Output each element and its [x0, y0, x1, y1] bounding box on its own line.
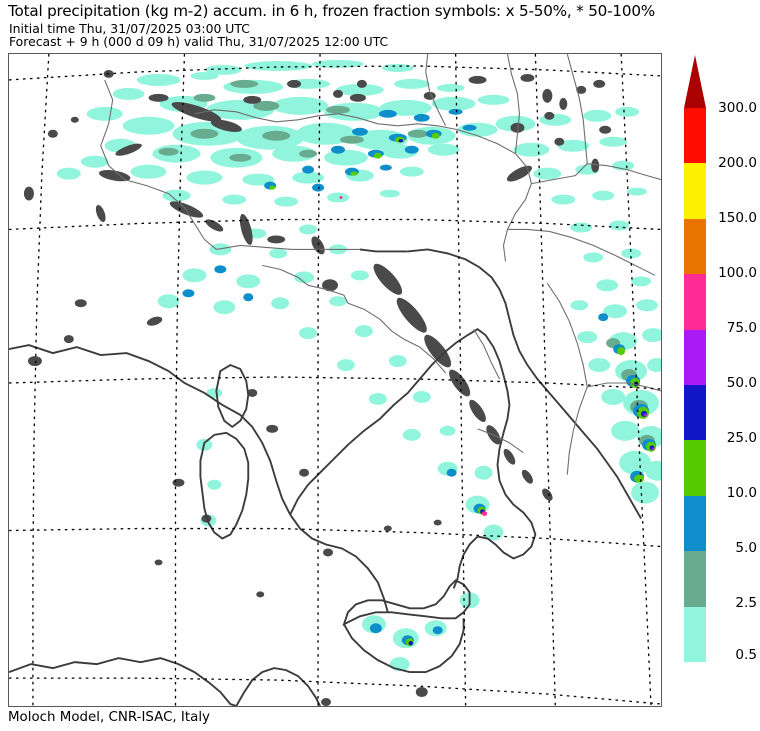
colorbar-tick-150: 150.0 [718, 210, 757, 226]
colorbar-tick-labels: 300.0 200.0 150.0 100.0 75.0 50.0 25.0 1… [709, 55, 759, 675]
colorbar-band-5-10[interactable] [684, 495, 706, 552]
colorbar-band-25-50[interactable] [684, 385, 706, 441]
colorbar-tick-0.5: 0.5 [735, 647, 757, 663]
colorbar-tick-75: 75.0 [726, 320, 757, 336]
colorbar-band-150-200[interactable] [684, 163, 706, 219]
model-credit: Moloch Model, CNR-ISAC, Italy [8, 710, 210, 725]
precip-field [56, 59, 661, 672]
colorbar-tick-300: 300.0 [718, 100, 757, 116]
colorbar-tick-50: 50.0 [726, 375, 757, 391]
colorbar-band-0.5-2.5[interactable] [684, 606, 706, 662]
coastlines [9, 248, 642, 706]
colorbar-band-75-100[interactable] [684, 274, 706, 330]
colorbar-tick-5: 5.0 [735, 540, 757, 556]
page-title: Total precipitation (kg m-2) accum. in 6… [8, 2, 656, 20]
national-borders [100, 54, 661, 475]
colorbar-band-200-300[interactable] [684, 108, 706, 164]
map-canvas [9, 54, 661, 706]
graticule [9, 54, 661, 706]
colorbar-tick-25: 25.0 [726, 430, 757, 446]
initial-time-label: Initial time Thu, 31/07/2025 03:00 UTC [9, 21, 250, 36]
forecast-validity-label: Forecast + 9 h (000 d 09 h) valid Thu, 3… [9, 34, 389, 49]
colorbar-band-50-75[interactable] [684, 329, 706, 385]
colorbar-tick-2.5: 2.5 [735, 595, 757, 611]
colorbar-band-10-25[interactable] [684, 440, 706, 496]
colorbar-band-100-150[interactable] [684, 218, 706, 275]
precipitation-colorbar[interactable] [684, 55, 706, 662]
precipitation-map-panel[interactable] [8, 53, 662, 707]
colorbar-band-2.5-5[interactable] [684, 551, 706, 607]
colorbar-tick-200: 200.0 [718, 155, 757, 171]
frozen-fraction-symbols [23, 69, 612, 706]
colorbar-tick-10: 10.0 [726, 485, 757, 501]
colorbar-over-arrow [684, 55, 706, 108]
colorbar-tick-100: 100.0 [718, 265, 757, 281]
